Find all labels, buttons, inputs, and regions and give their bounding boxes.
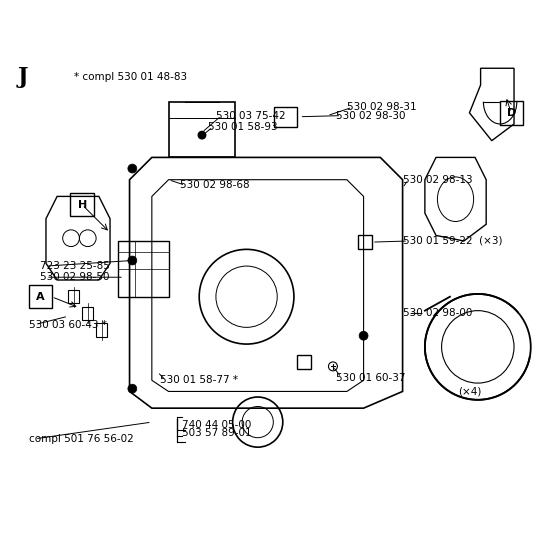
Bar [96, 324, 108, 337]
Text: 530 02 98-50: 530 02 98-50 [40, 272, 110, 282]
Text: 530 02 98-30: 530 02 98-30 [336, 111, 405, 120]
Circle shape [359, 332, 368, 340]
Text: D: D [507, 108, 516, 118]
Text: 530 01 58-93: 530 01 58-93 [208, 122, 277, 132]
Circle shape [128, 256, 137, 265]
Text: H: H [78, 200, 87, 210]
Circle shape [128, 164, 137, 173]
Text: 723 23 25-85: 723 23 25-85 [40, 261, 110, 271]
Text: (×4): (×4) [458, 386, 482, 396]
Circle shape [128, 384, 137, 393]
Text: 530 03 60-43 *: 530 03 60-43 * [29, 320, 107, 330]
Bar [274, 108, 297, 127]
Circle shape [198, 130, 207, 139]
Text: A: A [36, 292, 45, 302]
Text: 530 01 60-37: 530 01 60-37 [336, 372, 405, 382]
Text: * compl 530 01 48-83: * compl 530 01 48-83 [74, 72, 187, 82]
Bar [169, 102, 235, 157]
Text: 530 02 98-68: 530 02 98-68 [180, 180, 249, 190]
Bar [68, 290, 80, 304]
Text: 530 02 98-31: 530 02 98-31 [347, 102, 417, 112]
Bar [118, 241, 169, 297]
Bar [297, 355, 311, 369]
Text: 530 02 98-00: 530 02 98-00 [403, 309, 472, 319]
Text: J: J [18, 66, 29, 87]
Text: compl 501 76 56-02: compl 501 76 56-02 [29, 434, 134, 444]
Text: 740 44 05-00: 740 44 05-00 [183, 420, 252, 430]
Bar [358, 235, 372, 249]
Text: 530 03 75-42: 530 03 75-42 [216, 111, 286, 120]
Text: 530 01 59-22  (×3): 530 01 59-22 (×3) [403, 236, 502, 246]
Text: 530 02 98-13: 530 02 98-13 [403, 175, 472, 185]
Text: 530 01 58-77 *: 530 01 58-77 * [160, 375, 238, 385]
Text: 503 57 89-01: 503 57 89-01 [183, 428, 252, 438]
Bar [82, 307, 94, 320]
